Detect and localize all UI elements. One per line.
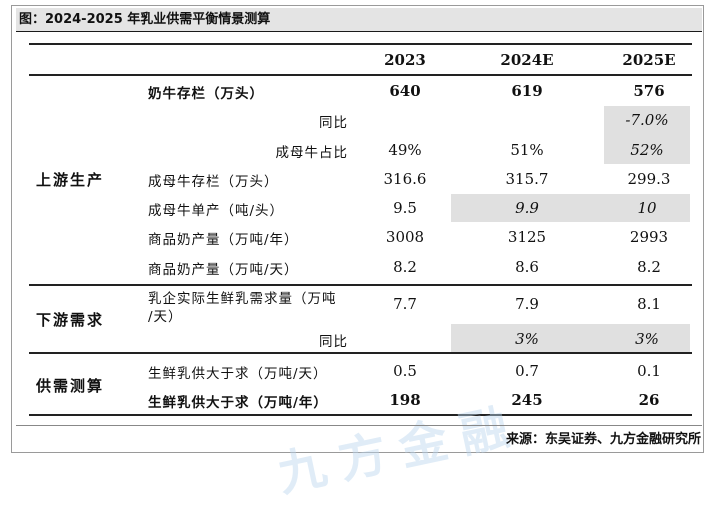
row-label-surplus-year: 生鲜乳供大于求（万吨/年） — [148, 395, 328, 411]
cell-cow-inventory-2025e: 576 — [633, 82, 665, 100]
cell-output-day-2023: 8.2 — [393, 258, 417, 276]
row-label-milk-output-year: 商品奶产量（万吨/年） — [148, 232, 299, 248]
cell-output-day-2025e: 8.2 — [637, 258, 661, 276]
header-rule — [29, 74, 692, 76]
cell-mature-inventory-2025e: 299.3 — [627, 170, 671, 188]
section-balance: 供需测算 — [36, 377, 105, 395]
section-rule-2 — [29, 352, 692, 354]
cell-demand-yoy-2025e: 3% — [635, 330, 659, 348]
cell-mature-share-2025e: 52% — [630, 141, 664, 159]
shaded-cell-2025-yoy-share — [604, 106, 690, 164]
cell-yoy-2025e: -7.0% — [625, 111, 669, 129]
row-label-demand-yoy: 同比 — [319, 334, 348, 350]
row-label-mature-cow-inventory: 成母牛存栏（万头） — [148, 174, 279, 190]
cell-surplus-year-2023: 198 — [389, 391, 421, 409]
cell-mature-inventory-2024e: 315.7 — [505, 170, 549, 188]
cell-output-year-2024e: 3125 — [507, 228, 547, 246]
section-rule-1 — [29, 284, 692, 286]
cell-cow-inventory-2023: 640 — [389, 82, 421, 100]
cell-yield-2025e: 10 — [637, 199, 657, 217]
cell-demand-2025e: 8.1 — [637, 295, 661, 313]
cell-demand-2024e: 7.9 — [515, 295, 539, 313]
cell-cow-inventory-2024e: 619 — [511, 82, 543, 100]
cell-yield-2024e: 9.9 — [515, 199, 539, 217]
column-header-2023: 2023 — [384, 51, 426, 69]
cell-surplus-day-2023: 0.5 — [393, 362, 417, 380]
section-downstream: 下游需求 — [36, 311, 105, 329]
cell-mature-share-2023: 49% — [388, 141, 422, 159]
cell-demand-yoy-2024e: 3% — [515, 330, 539, 348]
row-label-mature-cow-share: 成母牛占比 — [275, 145, 348, 161]
shaded-cell-yield — [451, 194, 690, 222]
figure-title: 图：2024-2025 年乳业供需平衡情景测算 — [16, 8, 702, 32]
footer-divider — [16, 425, 702, 426]
shaded-cell-demand-yoy — [451, 324, 690, 352]
source-note: 来源：东吴证券、九方金融研究所 — [505, 432, 701, 447]
row-label-demand-line2: /天） — [148, 309, 183, 325]
cell-yield-2023: 9.5 — [393, 199, 417, 217]
figure-frame — [11, 5, 704, 453]
cell-surplus-day-2025e: 0.1 — [637, 362, 661, 380]
section-upstream: 上游生产 — [36, 171, 105, 189]
row-label-surplus-day: 生鲜乳供大于求（万吨/天） — [148, 366, 328, 382]
row-label-cow-inventory: 奶牛存栏（万头） — [148, 86, 264, 102]
cell-surplus-year-2024e: 245 — [511, 391, 543, 409]
table-top-rule — [29, 43, 692, 45]
row-label-yield-per-cow: 成母牛单产（吨/头） — [148, 203, 285, 219]
cell-output-year-2023: 3008 — [385, 228, 425, 246]
row-label-yoy: 同比 — [319, 115, 348, 131]
row-label-milk-output-day: 商品奶产量（万吨/天） — [148, 262, 299, 278]
cell-surplus-year-2025e: 26 — [638, 391, 660, 409]
column-header-2024e: 2024E — [500, 51, 554, 69]
column-header-2025e: 2025E — [622, 51, 676, 69]
cell-demand-2023: 7.7 — [393, 295, 417, 313]
row-label-demand-line1: 乳企实际生鲜乳需求量（万吨 — [148, 291, 337, 307]
cell-output-year-2025e: 2993 — [629, 228, 669, 246]
cell-surplus-day-2024e: 0.7 — [515, 362, 539, 380]
cell-mature-share-2024e: 51% — [510, 141, 544, 159]
table-bottom-rule — [29, 414, 692, 416]
cell-output-day-2024e: 8.6 — [515, 258, 539, 276]
cell-mature-inventory-2023: 316.6 — [383, 170, 427, 188]
